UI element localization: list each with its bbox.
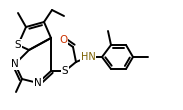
Text: N: N xyxy=(11,59,19,69)
Text: O: O xyxy=(59,35,67,45)
Text: S: S xyxy=(62,66,68,76)
Text: S: S xyxy=(15,40,21,50)
Text: HN: HN xyxy=(81,52,95,62)
Text: N: N xyxy=(34,78,42,88)
